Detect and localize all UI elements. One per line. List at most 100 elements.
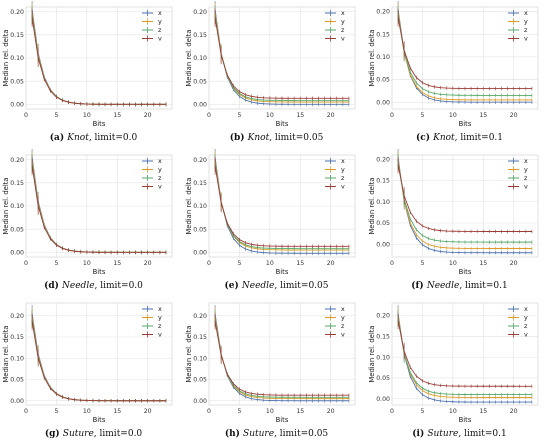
y-tick-label: 0.15 [10,32,24,39]
x-tick-label: 0 [207,408,211,415]
x-tick-label: 10 [83,112,91,119]
y-tick-label: 0.15 [193,32,207,39]
legend-label-y: y [158,314,162,322]
y-tick-label: 0.10 [10,55,24,62]
legend-label-z: z [524,322,528,330]
legend-label-y: y [158,18,162,26]
x-tick-label: 5 [420,408,424,415]
x-tick-label: 15 [296,260,304,267]
caption-rest: , limit=0.0 [88,133,138,143]
caption-label: (g) [44,429,63,439]
x-axis-label: Bits [276,416,289,424]
subplot-caption: (h) Suture, limit=0.05 [185,429,368,439]
legend-label-v: v [524,331,528,339]
y-tick-label: 0.05 [376,77,390,84]
legend-label-v: v [158,35,162,43]
x-tick-label: 20 [327,408,335,415]
chart-svg-d: 0 5 10 15 20 0.00 0.05 0.10 0.15 0.20 Bits Median r… [2,149,173,276]
legend-label-y: y [158,166,162,174]
y-tick-label: 0.00 [376,241,390,248]
chart-svg-i: 0 5 10 15 20 0.00 0.05 0.10 0.15 0.20 Bits Median r… [368,302,539,424]
x-axis-label: Bits [93,268,106,276]
subplot-caption: (b) Knot, limit=0.05 [185,133,368,143]
chart-svg-c: 0 5 10 15 20 0.00 0.05 0.10 0.15 0.20 Bits Median r… [368,1,539,128]
x-tick-label: 20 [510,260,518,267]
y-tick-label: 0.05 [376,375,390,382]
y-tick-label: 0.00 [10,250,24,257]
caption-label: (c) [415,133,434,143]
legend-label-y: y [524,314,528,322]
caption-label: (a) [49,133,68,143]
y-tick-label: 0.15 [376,178,390,185]
x-tick-label: 20 [510,408,518,415]
caption-rest: , limit=0.1 [454,133,504,143]
legend-label-x: x [341,157,345,165]
x-tick-label: 10 [83,408,91,415]
y-tick-label: 0.10 [10,203,24,210]
legend-label-x: x [158,157,162,165]
x-tick-label: 20 [327,112,335,119]
x-tick-label: 15 [296,112,304,119]
subplot-caption: (c) Knot, limit=0.1 [368,133,550,143]
caption-name: Knot [433,133,455,143]
caption-rest: , limit=0.05 [269,133,324,143]
caption-label: (b) [229,133,248,143]
x-tick-label: 10 [449,260,457,267]
legend-label-x: x [524,305,528,313]
x-tick-label: 15 [296,408,304,415]
y-tick-label: 0.15 [10,334,24,341]
y-tick-label: 0.10 [376,354,390,361]
y-tick-label: 0.20 [193,313,207,320]
x-tick-label: 15 [479,112,487,119]
subplot-caption: (f) Needle, limit=0.1 [368,281,550,291]
y-tick-label: 0.00 [10,398,24,405]
y-tick-label: 0.10 [10,355,24,362]
legend-label-x: x [158,9,162,17]
x-tick-label: 0 [207,260,211,267]
legend-label-x: x [341,305,345,313]
y-tick-label: 0.00 [10,102,24,109]
y-tick-label: 0.15 [376,31,390,38]
y-tick-label: 0.10 [376,54,390,61]
x-tick-label: 0 [390,260,394,267]
legend-label-v: v [524,35,528,43]
legend-label-z: z [341,174,345,182]
subplot-c: 0 5 10 15 20 0.00 0.05 0.10 0.15 0.20 Bits Median r… [368,1,550,149]
legend-label-v: v [341,183,345,191]
y-tick-label: 0.10 [193,355,207,362]
caption-rest: , limit=0.05 [274,429,329,439]
caption-label: (i) [412,429,428,439]
y-axis-label: Median rel. delta [185,29,193,86]
x-tick-label: 0 [390,408,394,415]
subplot-f: 0 5 10 15 20 0.00 0.05 0.10 0.15 0.20 Bits Median r… [368,149,550,297]
caption-rest: , limit=0.0 [93,429,143,439]
y-tick-label: 0.00 [376,99,390,106]
x-axis-label: Bits [459,268,472,276]
caption-name: Suture [62,429,94,439]
y-tick-label: 0.15 [193,180,207,187]
legend-label-x: x [524,157,528,165]
y-axis-label: Median rel. delta [368,325,376,382]
y-tick-label: 0.00 [193,102,207,109]
subplot-g: 0 5 10 15 20 0.00 0.05 0.10 0.15 0.20 Bits Median r… [2,297,185,445]
y-tick-label: 0.05 [10,377,24,384]
y-tick-label: 0.20 [10,9,24,16]
y-axis-label: Median rel. delta [2,29,10,86]
caption-rest: , limit=0.1 [459,281,508,291]
subplot-caption: (d) Needle, limit=0.0 [2,281,185,291]
subplot-caption: (e) Needle, limit=0.05 [185,281,368,291]
subplot-a: 0 5 10 15 20 0.00 0.05 0.10 0.15 0.20 Bits Median r… [2,1,185,149]
x-axis-label: Bits [276,268,289,276]
subplot-d: 0 5 10 15 20 0.00 0.05 0.10 0.15 0.20 Bits Median r… [2,149,185,297]
subplot-i: 0 5 10 15 20 0.00 0.05 0.10 0.15 0.20 Bits Median r… [368,297,550,445]
x-tick-label: 5 [54,112,58,119]
caption-name: Knot [247,133,270,143]
y-tick-label: 0.20 [376,313,390,320]
x-tick-label: 0 [390,112,394,119]
x-axis-label: Bits [459,416,472,424]
x-tick-label: 5 [237,112,241,119]
subplot-b: 0 5 10 15 20 0.00 0.05 0.10 0.15 0.20 Bits Median r… [185,1,368,149]
y-axis-label: Median rel. delta [368,177,376,234]
x-tick-label: 5 [420,112,424,119]
legend-label-v: v [158,331,162,339]
